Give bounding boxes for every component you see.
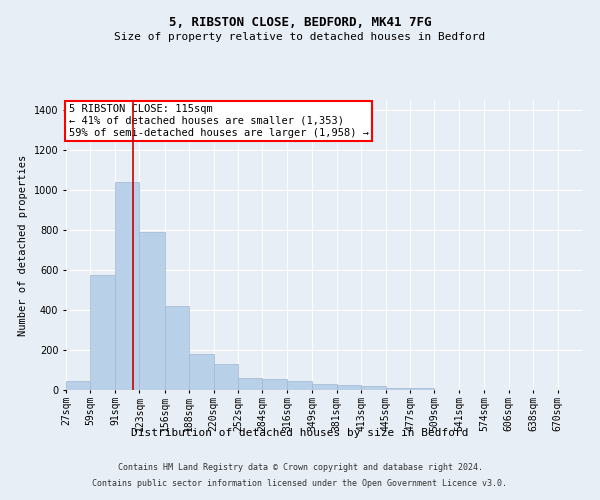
Bar <box>214 364 238 390</box>
Text: Size of property relative to detached houses in Bedford: Size of property relative to detached ho… <box>115 32 485 42</box>
Text: Distribution of detached houses by size in Bedford: Distribution of detached houses by size … <box>131 428 469 438</box>
Bar <box>386 388 410 390</box>
Text: 5 RIBSTON CLOSE: 115sqm
← 41% of detached houses are smaller (1,353)
59% of semi: 5 RIBSTON CLOSE: 115sqm ← 41% of detache… <box>68 104 368 138</box>
Bar <box>238 378 262 390</box>
Text: 5, RIBSTON CLOSE, BEDFORD, MK41 7FG: 5, RIBSTON CLOSE, BEDFORD, MK41 7FG <box>169 16 431 29</box>
Bar <box>410 388 434 390</box>
Bar <box>66 381 91 390</box>
Bar <box>337 385 361 390</box>
Bar <box>287 381 312 390</box>
Bar <box>262 379 287 390</box>
Text: Contains public sector information licensed under the Open Government Licence v3: Contains public sector information licen… <box>92 480 508 488</box>
Bar <box>312 384 337 390</box>
Bar <box>189 354 214 390</box>
Y-axis label: Number of detached properties: Number of detached properties <box>18 154 28 336</box>
Bar <box>361 386 386 390</box>
Bar <box>115 182 139 390</box>
Bar <box>139 232 164 390</box>
Bar <box>164 306 189 390</box>
Text: Contains HM Land Registry data © Crown copyright and database right 2024.: Contains HM Land Registry data © Crown c… <box>118 463 482 472</box>
Bar <box>91 275 115 390</box>
